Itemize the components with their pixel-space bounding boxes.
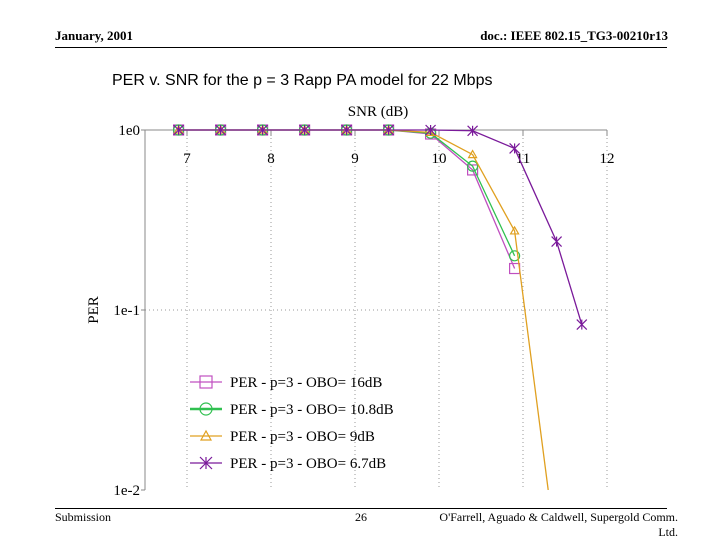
series-2-point: [467, 160, 479, 172]
x-axis-label: SNR (dB): [348, 104, 408, 120]
chart-title: PER v. SNR for the p = 3 Rapp PA model f…: [112, 72, 493, 89]
series-4-point: [299, 124, 311, 136]
series-4-point: [467, 125, 479, 137]
footer-authors: O'Farrell, Aguado & Caldwell, Supergold …: [439, 510, 678, 540]
series-4-point: [215, 124, 227, 136]
legend-marker-4: [199, 456, 213, 470]
series-2-point: [508, 250, 521, 262]
header-rule: [55, 47, 667, 48]
y-tick-label: 1e-1: [113, 303, 140, 319]
series-4-point: [425, 124, 437, 136]
header-date: January, 2001: [55, 28, 134, 43]
y-axis-label: PER: [86, 296, 102, 324]
y-tick-label: 1e0: [118, 123, 140, 139]
footer-authors-line1: O'Farrell, Aguado & Caldwell, Supergold …: [439, 510, 678, 524]
series-4-point: [257, 124, 269, 136]
y-tick-label: 1e-2: [113, 483, 140, 499]
legend-label-3: PER - p=3 - OBO= 9dB: [230, 429, 375, 445]
series-4-point: [576, 319, 588, 330]
x-tick-label: 8: [267, 151, 275, 167]
x-tick-label: 12: [600, 151, 615, 167]
series-3-point: [509, 225, 520, 235]
x-tick-label: 11: [516, 151, 530, 167]
footer-rule: [55, 508, 667, 509]
series-1-point: [467, 164, 479, 176]
series-4-point: [383, 124, 395, 136]
header-doc-id: doc.: IEEE 802.15_TG3-00210r13: [480, 28, 668, 43]
legend-marker-3: [199, 429, 213, 441]
series-line-2: [178, 129, 516, 257]
series-3-point: [467, 149, 478, 159]
series-4-point: [341, 124, 353, 136]
x-tick-label: 9: [351, 151, 359, 167]
legend-marker-2: [199, 402, 213, 416]
legend-label-1: PER - p=3 - OBO= 16dB: [230, 375, 382, 391]
footer-submission: Submission: [55, 510, 112, 524]
series-4-point: [509, 143, 521, 154]
footer-authors-line2: Ltd.: [658, 525, 678, 539]
x-tick-label: 10: [432, 151, 447, 167]
series-4-point: [173, 124, 185, 136]
legend-label-2: PER - p=3 - OBO= 10.8dB: [230, 402, 394, 418]
series-4-point: [551, 236, 563, 247]
x-tick-label: 7: [183, 151, 191, 167]
legend-label-4: PER - p=3 - OBO= 6.7dB: [230, 456, 386, 472]
legend-marker-1: [199, 375, 213, 389]
footer-page-number: 26: [355, 510, 367, 524]
